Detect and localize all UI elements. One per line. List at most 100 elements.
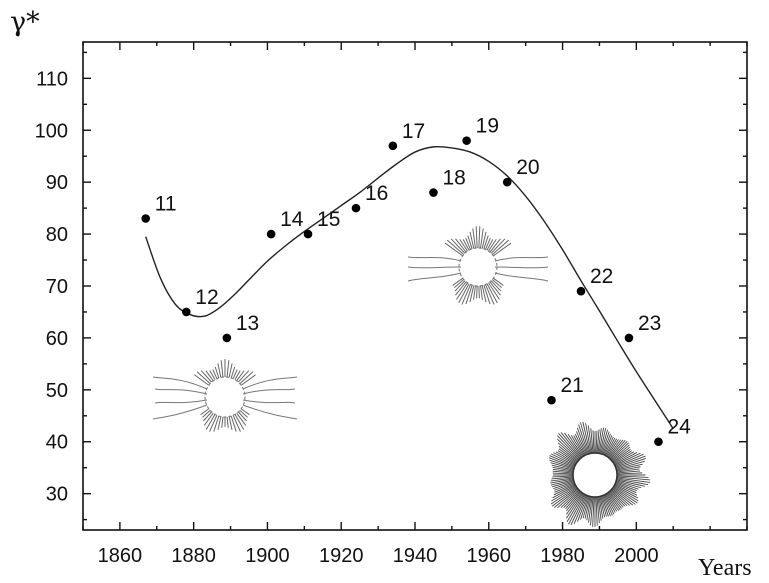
y-tick-label: 70 bbox=[46, 276, 68, 298]
corona-ray bbox=[608, 489, 626, 507]
y-tick-label: 110 bbox=[36, 68, 68, 90]
corona-ray bbox=[459, 239, 468, 252]
corona-ray bbox=[564, 432, 584, 460]
corona-ray bbox=[610, 487, 634, 506]
corona-ray bbox=[454, 280, 466, 292]
corona-ray bbox=[552, 470, 576, 474]
corona-ray bbox=[236, 412, 247, 426]
corona-ray bbox=[573, 435, 586, 458]
corona-ray bbox=[226, 360, 230, 378]
corona-ray bbox=[550, 477, 576, 482]
corona-ray bbox=[597, 428, 602, 456]
corona-ray bbox=[486, 283, 498, 304]
x-tick-label: 1980 bbox=[540, 545, 585, 567]
corona-ray bbox=[554, 482, 577, 493]
corona-ray bbox=[550, 478, 576, 484]
corona-ray bbox=[455, 281, 467, 296]
point-label: 24 bbox=[667, 416, 691, 439]
corona-ray bbox=[573, 493, 588, 524]
corona-ray bbox=[582, 494, 591, 519]
corona-ray bbox=[614, 477, 651, 483]
corona-ray bbox=[493, 242, 512, 257]
data-point bbox=[388, 141, 398, 151]
corona-ray bbox=[603, 436, 614, 458]
corona-ray bbox=[612, 484, 639, 499]
corona-ray bbox=[551, 464, 576, 471]
corona-ray bbox=[557, 487, 581, 509]
corona-ray bbox=[203, 411, 212, 422]
point-label: 22 bbox=[590, 265, 613, 288]
corona-ray bbox=[563, 489, 582, 509]
corona-ray bbox=[454, 279, 465, 288]
corona-ray bbox=[472, 228, 476, 249]
corona-ray bbox=[493, 277, 504, 286]
corona-ray bbox=[553, 483, 578, 496]
corona-ray bbox=[596, 429, 600, 456]
corona-ray bbox=[606, 439, 621, 460]
corona-ray bbox=[481, 285, 487, 303]
corona-ray bbox=[607, 490, 623, 509]
corona-ray bbox=[239, 371, 254, 384]
corona-ray bbox=[551, 479, 576, 488]
corona-ray bbox=[590, 428, 594, 456]
corona-ray bbox=[608, 440, 628, 461]
corona-ray bbox=[605, 439, 619, 459]
point-label: 15 bbox=[317, 208, 340, 231]
corona-ray bbox=[598, 427, 605, 456]
corona-ray bbox=[196, 371, 211, 384]
corona-ray bbox=[551, 484, 579, 502]
point-label: 11 bbox=[155, 193, 177, 216]
corona-ray bbox=[609, 444, 630, 463]
corona-ray bbox=[614, 479, 645, 487]
corona-ray bbox=[239, 410, 248, 418]
corona-ray bbox=[597, 494, 602, 521]
corona-ray bbox=[240, 374, 256, 386]
point-label: 18 bbox=[442, 167, 465, 190]
corona-ray bbox=[478, 226, 481, 249]
corona-ray bbox=[609, 487, 631, 506]
corona-ray bbox=[588, 494, 593, 523]
corona-ray bbox=[214, 366, 220, 379]
corona-ray bbox=[475, 226, 478, 249]
data-point bbox=[141, 214, 151, 223]
corona-ray bbox=[557, 450, 579, 465]
corona-ray bbox=[490, 280, 502, 292]
corona-ray bbox=[550, 462, 576, 471]
corona-ray bbox=[578, 424, 590, 457]
radial-corona-icon bbox=[548, 421, 651, 527]
corona-ray bbox=[604, 492, 616, 513]
corona-ray bbox=[590, 494, 594, 526]
data-point bbox=[462, 136, 471, 145]
corona-ray bbox=[566, 491, 586, 523]
data-point bbox=[547, 395, 556, 405]
corona-ray bbox=[455, 238, 467, 253]
corona-ray bbox=[557, 435, 582, 461]
corona-ray bbox=[585, 423, 592, 456]
corona-ray bbox=[483, 284, 491, 305]
corona-ray bbox=[610, 486, 636, 505]
corona-ray bbox=[598, 494, 604, 519]
corona-ray bbox=[582, 421, 591, 456]
corona-ray bbox=[230, 415, 237, 432]
corona-ray bbox=[557, 442, 581, 463]
corona-ray bbox=[614, 460, 645, 471]
corona-ray bbox=[480, 228, 484, 249]
corona-ray bbox=[558, 432, 583, 461]
corona-ray bbox=[469, 231, 475, 249]
corona-ray bbox=[550, 485, 579, 505]
corona-ray bbox=[481, 231, 487, 249]
corona-ray bbox=[226, 416, 229, 428]
corona-ray bbox=[614, 470, 641, 474]
corona-ray bbox=[205, 414, 216, 430]
corona-ray bbox=[489, 281, 501, 296]
corona-ray bbox=[548, 457, 577, 469]
corona-ray bbox=[234, 370, 241, 380]
corona-ray bbox=[446, 239, 465, 255]
point-label: 12 bbox=[195, 286, 218, 309]
corona-ray bbox=[491, 239, 510, 255]
corona-ray bbox=[577, 493, 589, 522]
corona-ray bbox=[611, 485, 638, 504]
data-point bbox=[351, 203, 361, 213]
point-label: 21 bbox=[560, 374, 583, 397]
corona-ray bbox=[473, 285, 476, 300]
